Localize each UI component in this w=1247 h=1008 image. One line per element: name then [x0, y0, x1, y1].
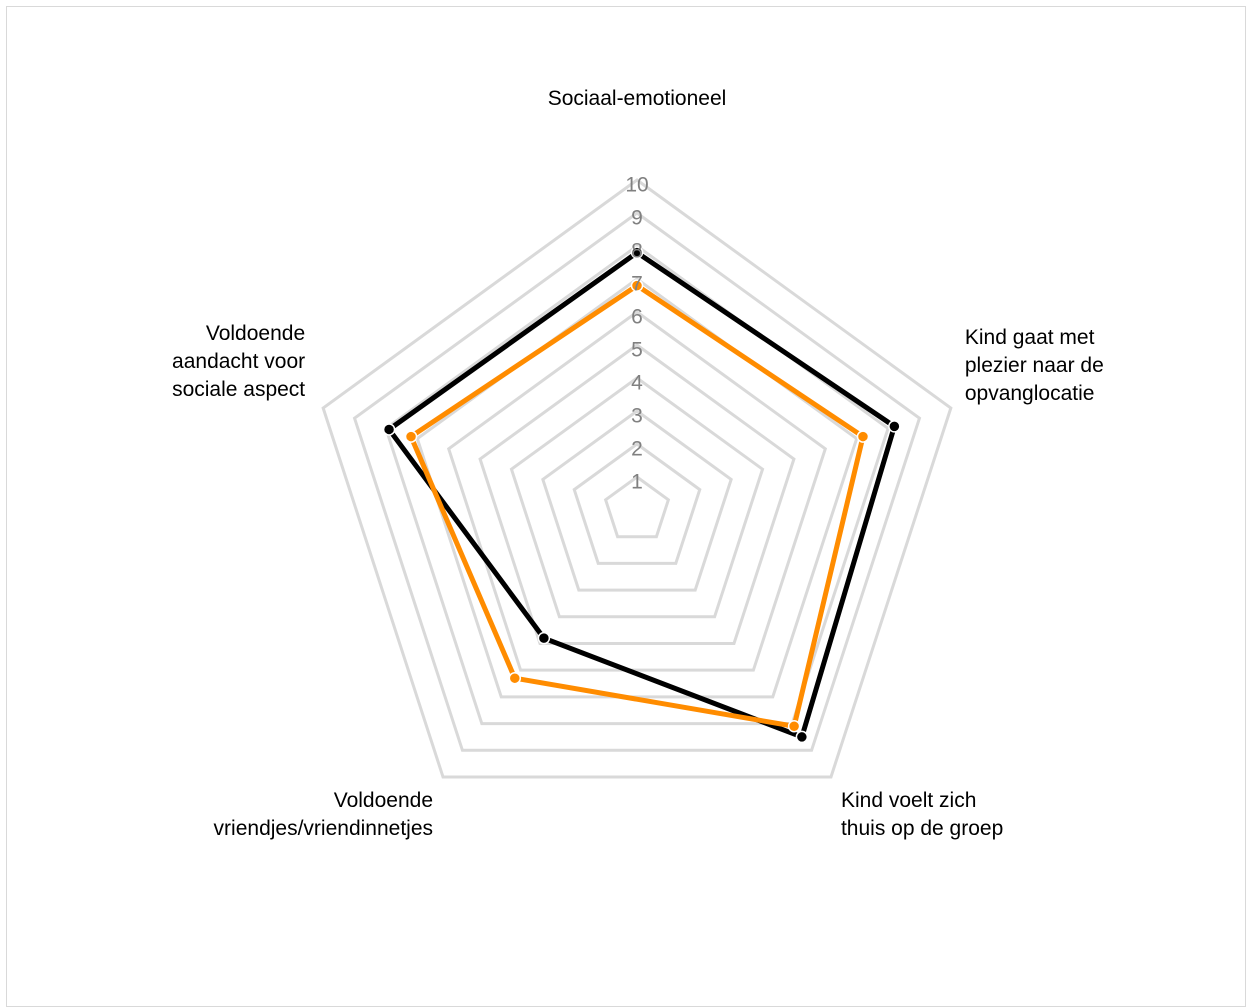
series-1-point	[382, 423, 396, 436]
axis-label-2: Kind gaat met plezier naar de opvanglocati…	[965, 326, 1104, 405]
axis-labels: Sociaal-emotioneel Kind gaat met plezier n…	[172, 87, 1104, 840]
series-2-point	[787, 720, 801, 733]
axis-label-line: Kind gaat met	[965, 326, 1095, 349]
grid-ring	[446, 310, 828, 672]
tick-label: 10	[625, 174, 648, 197]
tick-label: 6	[631, 306, 643, 329]
grid-ring	[572, 442, 702, 565]
tick-label: 5	[631, 339, 643, 362]
grid-ring	[384, 244, 890, 726]
grid	[321, 178, 953, 779]
series-1-point	[795, 730, 809, 744]
axis-label-line: sociale aspect	[172, 378, 305, 401]
tick-label: 2	[631, 438, 643, 461]
grid-ring	[352, 211, 922, 752]
axis-label-line: Voldoende	[206, 322, 305, 345]
tick-label: 3	[631, 405, 643, 428]
series-line-2	[408, 283, 866, 729]
series-1-point	[888, 420, 901, 433]
grid-ring	[478, 343, 796, 645]
axis-label-line: Voldoende	[334, 789, 433, 812]
axis-label-5: Voldoende aandacht voor sociale aspect	[172, 322, 305, 401]
tick-label: 1	[631, 471, 643, 494]
tick-label: 4	[631, 372, 643, 395]
axis-label-line: plezier naar de	[965, 354, 1104, 377]
axis-label-3: Kind voelt zich thuis op de groep	[841, 789, 1003, 840]
grid-ring	[321, 178, 953, 779]
grid-ring	[541, 409, 733, 592]
chart-frame	[6, 6, 1246, 1007]
grid-ring	[509, 376, 765, 619]
axis-label-line: vriendjes/vriendinnetjes	[214, 817, 433, 840]
grid-ring	[603, 475, 671, 539]
series-1-point	[630, 246, 644, 259]
tick-label: 9	[631, 207, 643, 230]
axis-label-line: thuis op de groep	[841, 817, 1003, 840]
series-2-point	[856, 430, 870, 443]
series-2-point	[630, 279, 644, 292]
series-layer	[382, 246, 901, 744]
series-line-1	[386, 250, 897, 740]
axis-label-1: Sociaal-emotioneel	[548, 87, 727, 110]
axis-label-line: Kind voelt zich	[841, 789, 976, 812]
tick-labels: 1 2 3 4 5 6 7 8 9 10	[625, 174, 648, 494]
tick-label: 8	[631, 240, 643, 263]
series-1-point	[537, 631, 551, 645]
tick-label: 7	[631, 273, 643, 296]
axis-label-4: Voldoende vriendjes/vriendinnetjes	[214, 789, 433, 840]
series-2-point	[508, 671, 522, 685]
axis-label-line: Sociaal-emotioneel	[548, 87, 727, 110]
axis-label-line: opvanglocatie	[965, 382, 1095, 405]
axis-label-line: aandacht voor	[172, 350, 305, 373]
series-2-point	[404, 430, 418, 443]
